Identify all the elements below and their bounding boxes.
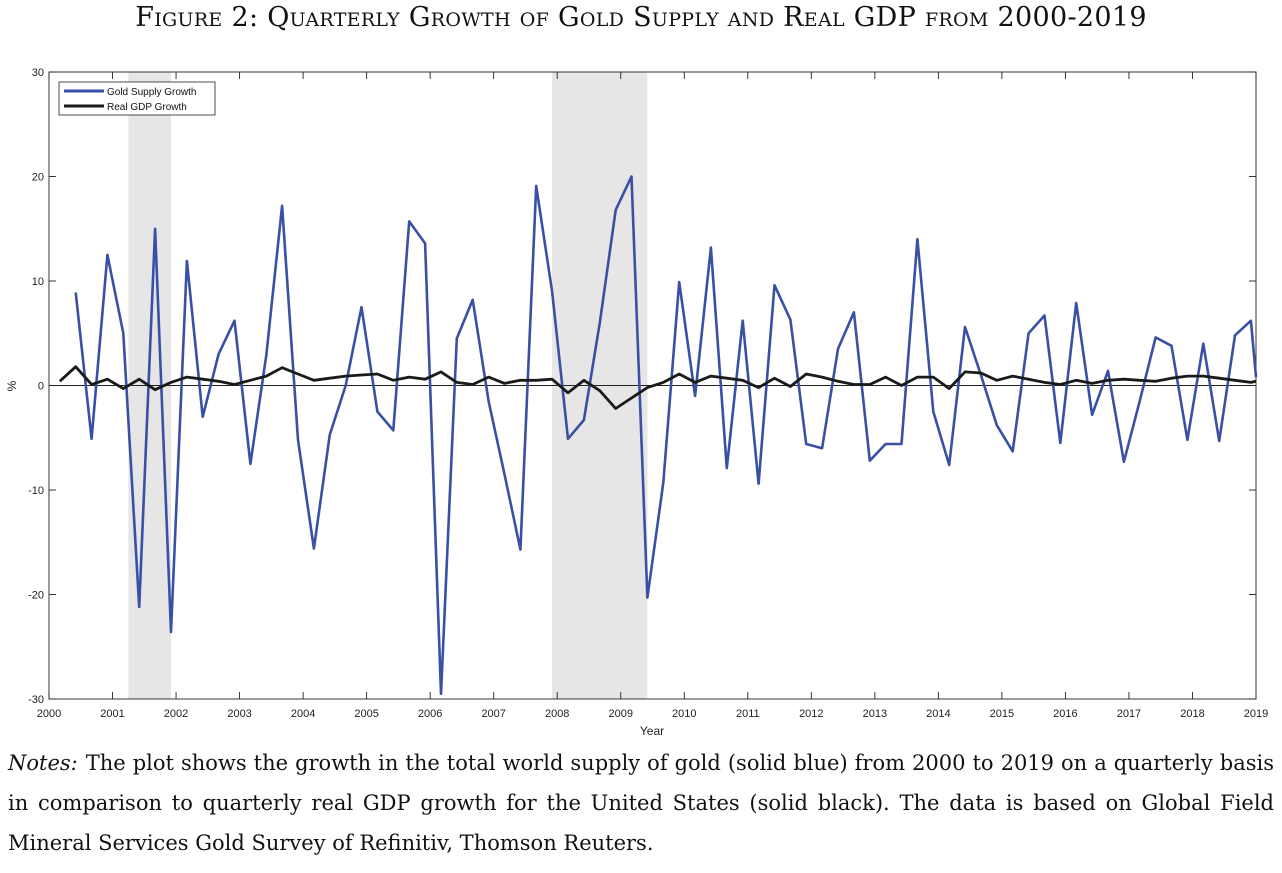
axis-ticks: 2000 2001 2002 2003 2004 2005 2006 2007 2008 2009… xyxy=(28,67,1268,720)
y-tick-label: -20 xyxy=(28,590,44,602)
y-tick-label: 0 xyxy=(38,381,44,393)
x-tick-label: 2014 xyxy=(926,708,950,720)
series-line-gold-supply xyxy=(74,175,1258,696)
legend-box xyxy=(58,81,216,116)
x-tick-label: 2013 xyxy=(863,708,887,720)
y-tick-label: 20 xyxy=(32,172,44,184)
x-tick-label: 2012 xyxy=(799,708,823,720)
x-tick-label: 2011 xyxy=(736,708,760,720)
x-tick-label: 2007 xyxy=(481,708,505,720)
x-tick-label: 2000 xyxy=(37,708,61,720)
x-tick-label: 2010 xyxy=(672,708,696,720)
x-tick-label: 2005 xyxy=(354,708,378,720)
x-tick-label: 2003 xyxy=(227,708,251,720)
series-lines xyxy=(58,175,1258,696)
y-tick-label: -10 xyxy=(28,485,44,497)
figure-notes: Notes: The plot shows the growth in the t… xyxy=(8,743,1274,863)
notes-text: The plot shows the growth in the total w… xyxy=(8,751,1274,855)
line-chart: 2000 2001 2002 2003 2004 2005 2006 2007 2008 2009… xyxy=(5,67,1268,738)
x-tick-label: 2016 xyxy=(1053,708,1077,720)
y-axis-label: % xyxy=(5,380,19,391)
y-tick-label: -30 xyxy=(28,694,44,706)
series-line-real-gdp xyxy=(58,365,1257,410)
y-tick-label: 30 xyxy=(32,67,44,79)
x-axis-label: Year xyxy=(640,724,664,738)
x-tick-label: 2006 xyxy=(418,708,442,720)
x-tick-label: 2009 xyxy=(608,708,632,720)
figure-title: Figure 2: Quarterly Growth of Gold Suppl… xyxy=(135,2,1147,33)
x-tick-label: 2018 xyxy=(1180,708,1204,720)
x-tick-label: 2017 xyxy=(1117,708,1141,720)
x-tick-label: 2019 xyxy=(1244,708,1268,720)
chart-legend: Gold Supply Growth Real GDP Growth xyxy=(58,81,216,116)
notes-label: Notes: xyxy=(8,751,78,775)
x-tick-label: 2004 xyxy=(291,708,315,720)
x-tick-label: 2008 xyxy=(545,708,569,720)
legend-label-real-gdp: Real GDP Growth xyxy=(107,102,187,113)
x-tick-label: 2002 xyxy=(164,708,188,720)
x-tick-label: 2015 xyxy=(990,708,1014,720)
y-tick-label: 10 xyxy=(32,276,44,288)
legend-label-gold-supply: Gold Supply Growth xyxy=(107,87,197,98)
x-tick-label: 2001 xyxy=(100,708,124,720)
